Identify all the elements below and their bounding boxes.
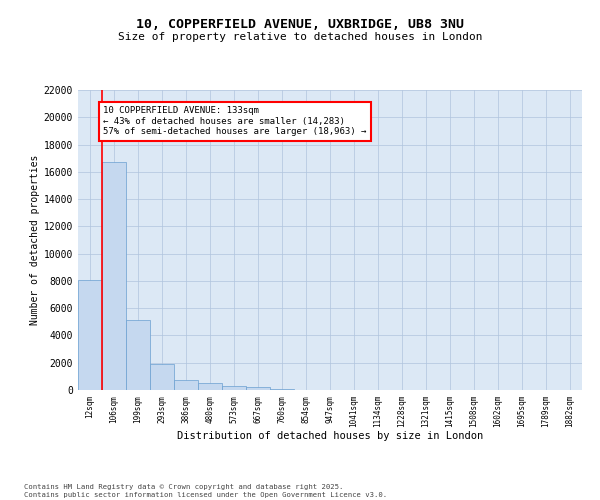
Bar [198,383,222,390]
Bar [222,386,246,390]
Y-axis label: Number of detached properties: Number of detached properties [29,155,40,325]
Text: Size of property relative to detached houses in London: Size of property relative to detached ho… [118,32,482,42]
Bar [126,320,150,390]
Bar [246,388,270,390]
X-axis label: Distribution of detached houses by size in London: Distribution of detached houses by size … [177,432,483,442]
Text: 10, COPPERFIELD AVENUE, UXBRIDGE, UB8 3NU: 10, COPPERFIELD AVENUE, UXBRIDGE, UB8 3N… [136,18,464,30]
Text: Contains HM Land Registry data © Crown copyright and database right 2025.
Contai: Contains HM Land Registry data © Crown c… [24,484,387,498]
Bar [174,380,198,390]
Text: 10 COPPERFIELD AVENUE: 133sqm
← 43% of detached houses are smaller (14,283)
57% : 10 COPPERFIELD AVENUE: 133sqm ← 43% of d… [103,106,367,136]
Bar [270,388,294,390]
Bar [102,162,126,390]
Bar [78,280,102,390]
Bar [150,364,174,390]
